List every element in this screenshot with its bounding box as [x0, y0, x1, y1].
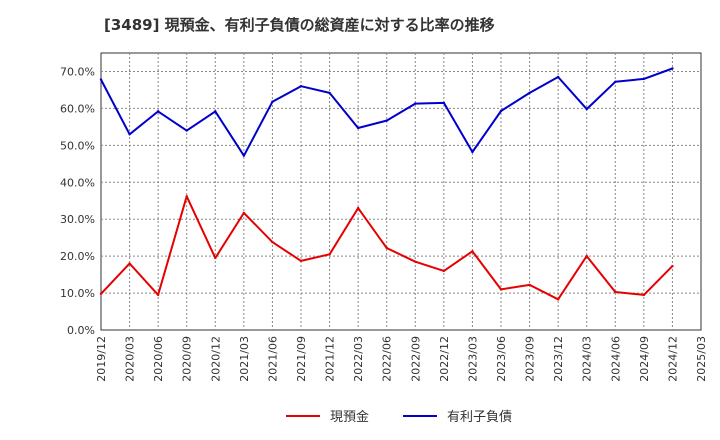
- y-tick-label: 30.0%: [60, 213, 95, 226]
- x-tick-label: 2024/12: [666, 336, 679, 382]
- plot-area: [100, 52, 702, 331]
- data-point: [128, 262, 131, 265]
- x-tick-label: 2025/03: [695, 336, 708, 382]
- x-tick-label: 2023/09: [524, 336, 537, 382]
- data-point: [385, 246, 388, 250]
- x-tick-label: 2023/12: [552, 336, 565, 382]
- data-point: [442, 101, 446, 105]
- data-point: [671, 264, 674, 268]
- data-point: [442, 269, 446, 273]
- y-tick-label: 20.0%: [60, 250, 95, 263]
- data-point: [556, 75, 560, 79]
- x-tick-label: 2019/12: [95, 336, 108, 382]
- x-tick-label: 2021/12: [324, 336, 337, 382]
- x-tick-label: 2023/03: [466, 336, 479, 382]
- data-point: [156, 293, 160, 297]
- y-tick-label: 60.0%: [60, 102, 95, 115]
- data-point: [242, 211, 246, 215]
- data-point: [271, 100, 274, 103]
- data-point: [385, 119, 388, 122]
- data-point: [471, 250, 474, 253]
- data-point: [471, 150, 474, 154]
- data-point: [356, 126, 360, 130]
- x-tick-label: 2024/03: [581, 336, 594, 382]
- data-point: [299, 259, 303, 263]
- y-tick-label: 40.0%: [60, 176, 95, 189]
- data-point: [642, 293, 646, 297]
- x-tick-label: 2020/03: [124, 336, 137, 382]
- data-point: [328, 91, 331, 95]
- legend-label: 現預金: [330, 409, 369, 425]
- legend-label: 有利子負債: [447, 410, 512, 425]
- data-point: [414, 260, 417, 263]
- x-tick-label: 2020/09: [181, 336, 194, 382]
- x-tick-label: 2022/03: [352, 336, 365, 382]
- data-point: [585, 254, 588, 258]
- data-point: [156, 110, 160, 113]
- x-tick-label: 2024/09: [638, 336, 651, 382]
- data-point: [242, 154, 246, 157]
- y-tick-label: 10.0%: [60, 287, 95, 300]
- data-point: [271, 240, 274, 244]
- x-tick-label: 2022/12: [438, 336, 451, 382]
- data-point: [614, 290, 617, 294]
- data-point: [214, 110, 217, 113]
- data-point: [499, 288, 503, 291]
- data-point: [185, 129, 188, 132]
- data-point: [299, 85, 303, 88]
- data-point: [99, 292, 103, 296]
- data-point: [128, 133, 131, 136]
- chart-title: [3489] 現預金、有利子負債の総資産に対する比率の推移: [104, 16, 495, 34]
- x-tick-label: 2020/12: [209, 336, 222, 382]
- y-tick-label: 50.0%: [60, 139, 95, 152]
- x-tick-label: 2020/06: [152, 336, 165, 382]
- data-point: [356, 206, 360, 210]
- x-tick-label: 2024/06: [609, 336, 622, 382]
- data-point: [528, 91, 531, 95]
- data-point: [499, 109, 503, 113]
- data-point: [671, 67, 674, 70]
- data-point: [99, 78, 103, 81]
- y-tick-label: 0.0%: [67, 324, 95, 337]
- data-point: [556, 298, 560, 301]
- x-tick-label: 2022/06: [381, 336, 394, 382]
- data-point: [185, 195, 188, 198]
- data-point: [642, 77, 646, 81]
- data-point: [614, 80, 617, 84]
- data-point: [214, 256, 217, 260]
- y-tick-label: 70.0%: [60, 65, 95, 78]
- x-tick-label: 2021/06: [266, 336, 279, 382]
- data-point: [585, 107, 588, 111]
- data-point: [414, 102, 417, 105]
- data-point: [328, 253, 331, 256]
- x-tick-label: 2023/06: [495, 336, 508, 382]
- x-tick-label: 2021/09: [295, 336, 308, 382]
- x-tick-label: 2021/03: [238, 336, 251, 382]
- x-tick-label: 2022/09: [409, 336, 422, 382]
- data-point: [528, 283, 531, 287]
